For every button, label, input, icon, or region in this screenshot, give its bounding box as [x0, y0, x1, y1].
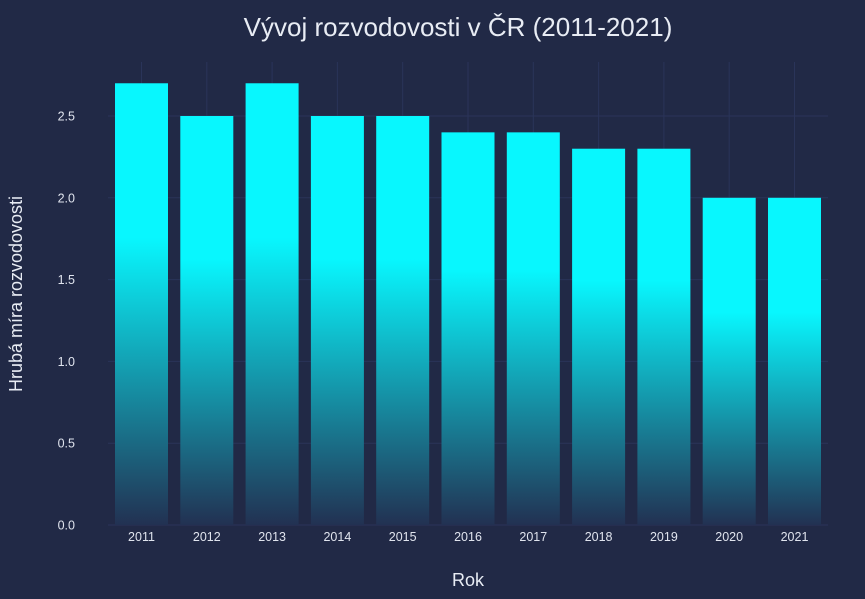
y-tick-label: 0.5 [58, 437, 75, 451]
chart-title: Vývoj rozvodovosti v ČR (2011-2021) [244, 12, 673, 42]
bar-2018 [572, 148, 626, 525]
bar-2015 [376, 115, 430, 525]
bar-2019 [637, 148, 691, 525]
y-tick-labels: 0.0 0.5 1.0 1.5 2.0 2.5 [58, 109, 75, 532]
bars [115, 83, 821, 526]
y-axis-label: Hrubá míra rozvodovosti [6, 196, 26, 392]
y-tick-label: 1.0 [58, 355, 75, 369]
x-tick-label: 2011 [128, 530, 155, 544]
bar-2017 [506, 132, 560, 525]
bar-2016 [441, 132, 495, 525]
x-tick-label: 2014 [323, 530, 351, 544]
x-tick-label: 2016 [454, 530, 482, 544]
x-tick-label: 2012 [193, 530, 221, 544]
x-tick-label: 2021 [781, 530, 809, 544]
y-tick-label: 2.5 [58, 109, 75, 123]
x-tick-label: 2018 [585, 530, 613, 544]
x-axis-label: Rok [452, 570, 485, 590]
x-tick-label: 2017 [519, 530, 547, 544]
y-tick-label: 0.0 [58, 519, 75, 533]
x-tick-label: 2019 [650, 530, 678, 544]
bar-2020 [702, 197, 756, 526]
bar-2011 [115, 83, 168, 525]
x-tick-labels: 2011 2012 2013 2014 2015 2016 2017 2018 2019 2020… [128, 530, 808, 544]
x-tick-label: 2013 [258, 530, 286, 544]
x-tick-label: 2015 [389, 530, 417, 544]
x-tick-label: 2020 [715, 530, 743, 544]
y-tick-label: 2.0 [58, 191, 75, 205]
bar-2012 [180, 115, 234, 525]
y-tick-label: 1.5 [58, 273, 75, 287]
bar-2013 [245, 83, 299, 525]
bar-2021 [768, 197, 821, 526]
bar-2014 [310, 115, 364, 525]
